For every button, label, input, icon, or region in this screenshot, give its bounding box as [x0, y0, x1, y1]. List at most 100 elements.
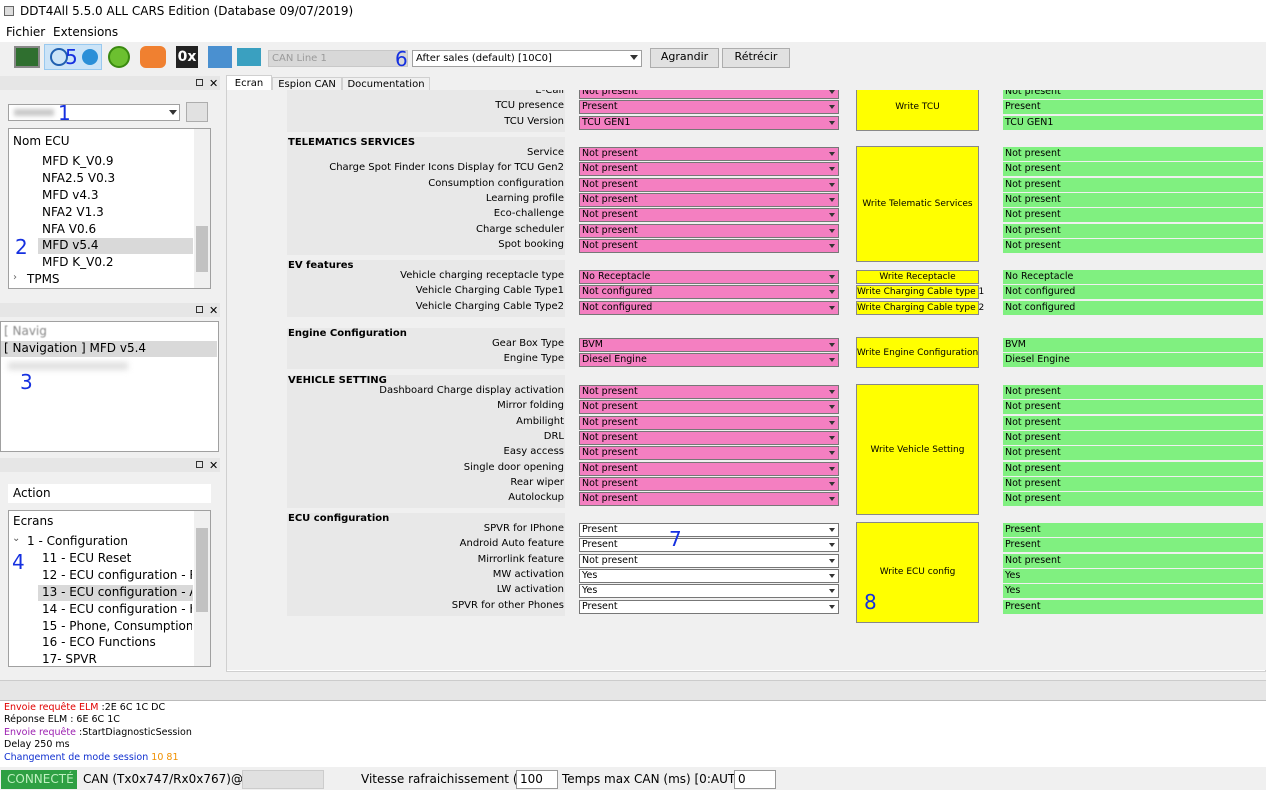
timeout-spin[interactable]: 0 [734, 770, 776, 789]
float-button[interactable] [196, 306, 203, 313]
log-line: Delay 250 ms [4, 739, 70, 750]
write-button[interactable]: Write ECU config [856, 522, 979, 623]
list-item[interactable]: MFD K_V0.2 [42, 255, 114, 269]
close-button[interactable]: ✕ [209, 459, 219, 472]
current-value: Yes [1003, 569, 1263, 584]
log-text: Envoie requête ELM [4, 702, 99, 713]
list-item[interactable]: NFA V0.6 [42, 222, 97, 236]
value-combo[interactable]: Present [579, 100, 839, 115]
tool-icon[interactable] [237, 48, 261, 66]
button[interactable]: Rétrécir [722, 48, 790, 68]
list-item[interactable]: [ Navigation ] MFD v5.4 [4, 341, 147, 355]
current-value: Present [1003, 538, 1263, 553]
write-button[interactable]: Write Telematic Services [856, 146, 979, 263]
value-combo[interactable]: Not present [579, 477, 839, 492]
refresh-spin[interactable]: 100 [516, 770, 558, 789]
button[interactable]: Agrandir [650, 48, 719, 68]
list-item[interactable]: MFD v4.3 [42, 188, 99, 202]
current-value: Not present [1003, 162, 1263, 177]
value-combo[interactable]: Not present [579, 208, 839, 223]
value-combo[interactable]: Not present [579, 162, 839, 177]
value-combo[interactable]: Yes [579, 584, 839, 599]
hex-icon[interactable]: 0x [176, 46, 198, 68]
search-button[interactable] [186, 102, 208, 122]
write-button[interactable]: Write Charging Cable type 2 [856, 300, 985, 315]
ecu-filter-combo[interactable] [8, 104, 180, 121]
tree-item[interactable]: 11 - ECU Reset [42, 551, 132, 565]
close-button[interactable]: ✕ [209, 304, 219, 317]
value-combo[interactable]: Not present [579, 239, 839, 254]
log-text: 10 81 [148, 751, 179, 763]
tree-item[interactable]: 12 - ECU configuration - R... [42, 568, 192, 582]
float-button[interactable] [196, 461, 203, 468]
tool-icon[interactable] [208, 46, 232, 68]
tree-item[interactable]: 1 - Configuration [27, 534, 128, 548]
menu-item[interactable]: Extensions [53, 25, 119, 39]
tree-item[interactable]: 15 - Phone, Consumption ... [42, 619, 192, 633]
value-combo[interactable]: Not present [579, 492, 839, 507]
tree-item[interactable]: TPMS [27, 272, 60, 286]
value-combo[interactable]: TCU GEN1 [579, 115, 839, 130]
value-combo[interactable]: Not present [579, 431, 839, 446]
can-line-field: CAN Line 1 [268, 50, 408, 67]
tab[interactable]: Espion CAN [272, 77, 342, 91]
value-combo[interactable]: Not present [579, 385, 839, 399]
write-button[interactable]: Write Vehicle Setting [856, 384, 979, 516]
tree-item[interactable]: 13 - ECU configuration - A... [42, 585, 192, 599]
tool-icon[interactable] [108, 46, 130, 68]
scroll-thumb[interactable] [196, 226, 208, 272]
tool-icon[interactable] [140, 46, 166, 68]
expand-arrow: ⌄ [12, 533, 21, 544]
field-label: Vehicle Charging Cable Type1 [415, 285, 564, 297]
menu-item[interactable]: Fichier [6, 25, 46, 39]
value-combo[interactable]: BVM [579, 338, 839, 352]
value-combo[interactable]: Not present [579, 415, 839, 430]
tree-item[interactable]: 16 - ECO Functions [42, 635, 156, 649]
write-button[interactable]: Write TCU [856, 90, 979, 131]
scroll-thumb[interactable] [196, 528, 208, 612]
value-combo[interactable]: Not present [579, 461, 839, 476]
session-combo[interactable]: After sales (default) [10C0] [412, 50, 642, 67]
value-combo[interactable]: Not present [579, 400, 839, 415]
write-button[interactable]: Write Receptacle [856, 270, 979, 284]
tool-icon[interactable] [14, 46, 40, 68]
value-combo[interactable]: Present [579, 523, 839, 537]
log-line: Envoie requête :StartDiagnosticSession [4, 727, 192, 738]
tree-item[interactable]: 17- SPVR [42, 652, 97, 666]
value-combo[interactable]: Present [579, 599, 839, 614]
value-combo[interactable]: Not present [579, 446, 839, 461]
combo-arrow [829, 275, 835, 279]
value-combo[interactable]: Present [579, 538, 839, 553]
field-label: Eco-challenge [493, 208, 564, 220]
value-combo[interactable]: Not configured [579, 285, 839, 300]
tree-item[interactable]: 14 - ECU configuration - H... [42, 602, 192, 616]
list-item[interactable]: MFD v5.4 [42, 238, 99, 252]
value-combo[interactable]: Not present [579, 90, 839, 99]
write-button[interactable]: Write Charging Cable type 1 [856, 285, 985, 300]
ecu-list [8, 128, 211, 289]
list-item[interactable]: MFD K_V0.9 [42, 154, 114, 168]
combo-arrow [829, 589, 835, 594]
field-label: Rear wiper [510, 477, 564, 489]
value-combo[interactable]: Not present [579, 223, 839, 238]
value-combo[interactable]: Not present [579, 177, 839, 192]
list-item[interactable]: NFA2.5 V0.3 [42, 171, 116, 185]
value-combo[interactable]: Yes [579, 569, 839, 584]
write-button[interactable]: Write Engine Configuration [856, 337, 979, 369]
value-combo[interactable]: Not configured [579, 300, 839, 315]
tab[interactable]: Ecran [226, 75, 272, 91]
value-combo[interactable]: Diesel Engine [579, 353, 839, 368]
field-label: E-Call [535, 90, 564, 96]
log-panel: Envoie requête ELM :2E 6C 1C DC Réponse E… [0, 700, 1266, 767]
value-combo[interactable]: Not present [579, 553, 839, 568]
value-combo[interactable]: Not present [579, 147, 839, 161]
value-combo[interactable]: No Receptacle [579, 270, 839, 284]
list-item[interactable]: [ Navig [4, 324, 47, 338]
close-button[interactable]: ✕ [209, 77, 219, 90]
float-button[interactable] [196, 79, 203, 86]
list-item[interactable]: NFA2 V1.3 [42, 205, 104, 219]
value-combo[interactable]: Not present [579, 193, 839, 208]
current-value: Not present [1003, 431, 1263, 446]
tab[interactable]: Documentation [342, 77, 430, 91]
